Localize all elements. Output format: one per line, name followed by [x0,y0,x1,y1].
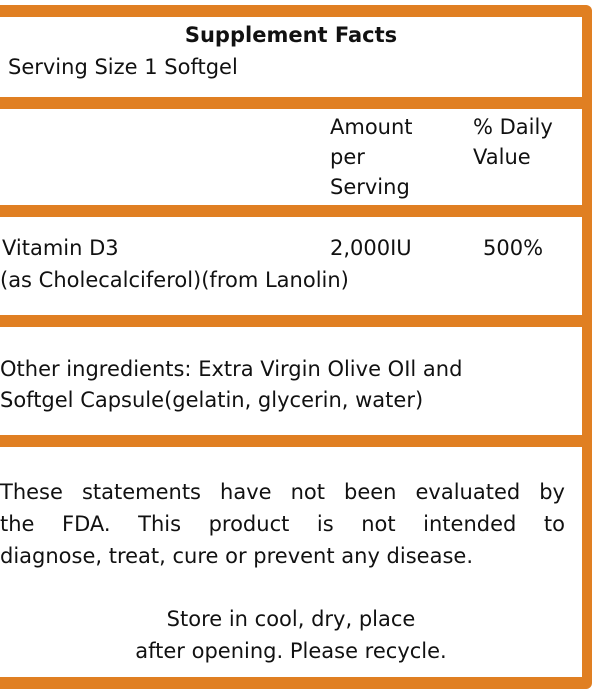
daily-value-header-line: % Daily [473,115,553,139]
divider [0,435,591,447]
storage-line: after opening. Please recycle. [135,639,447,663]
amount-header-line: Serving [330,175,410,199]
nutrient-amount: 2,000IU [330,236,412,260]
other-ingredients-line: Softgel Capsule(gelatin, glycerin, water… [0,388,424,412]
top-border [0,5,591,17]
storage-line: Store in cool, dry, place [166,607,416,631]
nutrient-name: Vitamin D3 [2,236,119,260]
amount-header-line: per [330,145,365,169]
disclaimer-line: diagnose, treat, cure or prevent any dis… [0,544,473,568]
amount-header-line: Amount [330,115,413,139]
right-border [582,5,592,689]
nutrient-source: (as Cholecalciferol)(from Lanolin) [0,268,349,292]
divider [0,97,591,109]
divider [0,205,591,217]
divider [0,315,591,327]
serving-size: Serving Size 1 Softgel [8,55,238,79]
disclaimer-line: the FDA. This product is not intended to [0,512,565,536]
daily-value-header-line: Value [473,145,531,169]
bottom-border [0,677,591,689]
other-ingredients-line: Other ingredients: Extra Virgin Olive OI… [0,357,463,381]
label-title: Supplement Facts [184,23,398,47]
nutrient-daily-value: 500% [483,236,544,260]
disclaimer-line: These statements have not been evaluated… [0,480,565,504]
